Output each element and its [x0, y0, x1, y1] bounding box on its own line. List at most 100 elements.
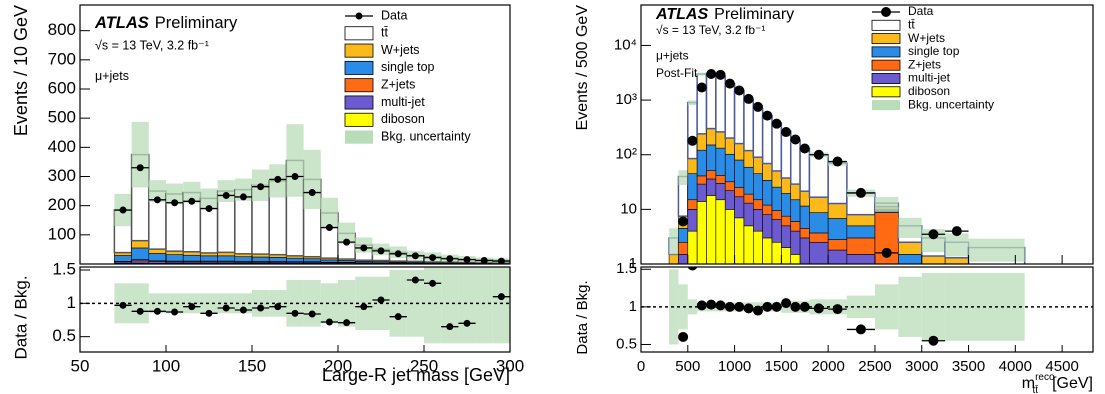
stack-bar [789, 140, 801, 185]
data-point [291, 173, 299, 180]
stack-bar [734, 143, 745, 161]
data-point [446, 255, 454, 263]
data-point [855, 187, 866, 198]
stack-bar [790, 183, 801, 201]
legend-swatch [871, 59, 901, 71]
x-tick-label: 4000 [999, 358, 1032, 375]
stack-bar [724, 82, 736, 139]
stack-bar [790, 254, 801, 264]
stack-bar [771, 241, 782, 264]
legend-label: W+jets [381, 43, 420, 57]
stack-bar [846, 237, 876, 255]
stack-bar [827, 203, 848, 219]
y-tick-label: 1 [629, 255, 637, 272]
stack-bar [734, 217, 745, 264]
ratio-point [781, 298, 792, 309]
annotation: Post-Fit [656, 66, 698, 80]
data-point [343, 238, 351, 246]
stack-bar [743, 99, 755, 152]
ratio-point [136, 307, 144, 315]
stack-bar [799, 205, 810, 229]
data-point [308, 189, 316, 197]
ratio-point [119, 301, 127, 309]
legend-data-marker [355, 12, 363, 20]
legend-data-marker [881, 7, 891, 17]
stack-bar [762, 163, 773, 181]
data-point [734, 85, 745, 96]
stack-bar [799, 237, 810, 264]
stack-bar [827, 218, 848, 240]
stack-bar [874, 212, 899, 264]
x-axis-label-main: Large-R jet mass [GeV] [322, 365, 510, 385]
legend-label: diboson [908, 84, 950, 98]
stack-bar [743, 150, 754, 168]
data-point [222, 191, 230, 199]
stack-bar [771, 186, 782, 211]
ratio-y-tick-label: 0.5 [616, 335, 637, 352]
ratio-point [343, 319, 351, 327]
x-tick-label: 150 [238, 356, 266, 375]
data-point [715, 69, 726, 80]
stack-bar [799, 147, 811, 192]
stack-bar [696, 149, 707, 177]
stack-bar [771, 210, 782, 220]
uncertainty-band [874, 196, 899, 212]
data-point [325, 224, 333, 232]
data-point [813, 149, 824, 160]
stack-bar [696, 183, 707, 202]
stack-bar [752, 209, 763, 232]
data-point [274, 175, 282, 183]
x-tick-label: 4500 [1045, 358, 1078, 375]
legend-label: tt̄ [908, 17, 915, 31]
y-tick-label: 10³ [615, 91, 637, 108]
stack-bar [724, 181, 735, 191]
experiment-status: Preliminary [155, 14, 238, 32]
y-tick-label: 100 [48, 224, 76, 243]
ratio-y-tick-label: 1.5 [616, 260, 637, 277]
stack-bar [781, 193, 792, 217]
stack-bar [715, 75, 726, 133]
legend-label: Bkg. uncertainty [381, 129, 471, 143]
ratio-y-tick-label: 1.5 [52, 259, 76, 278]
stack-bar [705, 73, 717, 130]
data-point [706, 69, 717, 80]
data-point [480, 257, 488, 264]
ratio-frame [79, 266, 511, 353]
x-tick-label: 100 [152, 356, 180, 375]
experiment-label: ATLAS Preliminary [94, 14, 238, 32]
legend-label: W+jets [908, 31, 945, 45]
ratio-point [153, 307, 161, 315]
stack-bar [668, 254, 679, 264]
ratio-point [813, 303, 824, 314]
stack-bar [734, 196, 745, 219]
legend-swatch [344, 78, 374, 93]
experiment-label: ATLAS Preliminary [655, 6, 794, 23]
ratio-point [696, 300, 707, 311]
uncertainty-band [286, 124, 304, 197]
data-point [171, 199, 179, 207]
data-point [463, 256, 471, 264]
uncertainty-band [687, 100, 698, 106]
stack-bar [743, 202, 754, 227]
x-axis-label-sub: tt̄ [1033, 383, 1039, 394]
ratio-point [222, 304, 230, 312]
ratio-point [308, 310, 316, 318]
ratio-point [799, 301, 810, 312]
experiment-status: Preliminary [714, 6, 794, 23]
legend-swatch [872, 100, 900, 111]
main-frame [640, 4, 1094, 265]
data-point [771, 118, 782, 129]
ratio-uncertainty-band [406, 270, 424, 337]
stack-bar [696, 133, 707, 151]
ratio-point [771, 301, 782, 312]
stack-bar [706, 144, 717, 172]
data-point [497, 257, 505, 264]
ratio-uncertainty-band [441, 267, 459, 344]
stack-bar [752, 230, 763, 264]
stack-bar [743, 166, 754, 195]
x-tick-label: 3000 [905, 358, 938, 375]
stack-bar [743, 193, 754, 204]
stack-bar [696, 175, 707, 185]
x-tick-label: 250 [410, 356, 438, 375]
ratio-point [715, 300, 726, 311]
